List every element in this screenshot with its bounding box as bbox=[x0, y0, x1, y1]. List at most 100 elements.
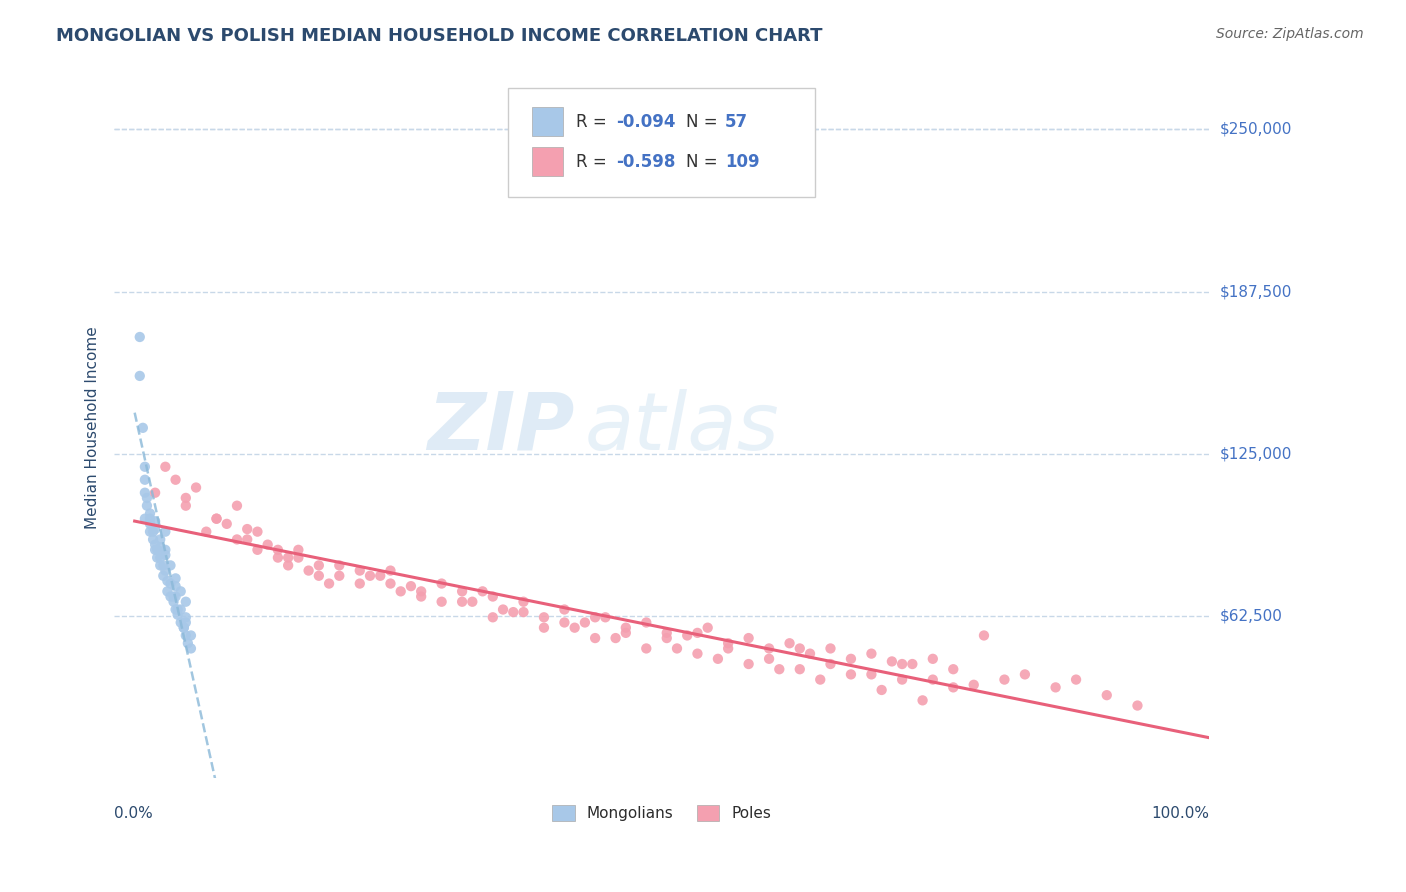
Point bbox=[758, 652, 780, 666]
Point bbox=[159, 558, 181, 573]
Point bbox=[134, 511, 156, 525]
Point bbox=[165, 473, 187, 487]
Point bbox=[901, 657, 924, 671]
Point bbox=[614, 621, 637, 635]
Point bbox=[707, 652, 730, 666]
Point bbox=[174, 491, 197, 505]
Point bbox=[143, 542, 166, 557]
Point bbox=[139, 507, 162, 521]
Point bbox=[921, 673, 943, 687]
Text: $125,000: $125,000 bbox=[1220, 446, 1292, 461]
Point bbox=[246, 542, 269, 557]
Point bbox=[1126, 698, 1149, 713]
Point bbox=[152, 568, 174, 582]
Text: N =: N = bbox=[686, 153, 723, 170]
Point bbox=[461, 595, 484, 609]
Point bbox=[583, 631, 606, 645]
Point bbox=[136, 491, 159, 505]
Point bbox=[267, 550, 290, 565]
Point bbox=[583, 610, 606, 624]
Point bbox=[779, 636, 801, 650]
Point bbox=[349, 576, 371, 591]
Text: $62,500: $62,500 bbox=[1220, 608, 1284, 624]
FancyBboxPatch shape bbox=[533, 147, 562, 177]
Point bbox=[177, 636, 200, 650]
Point bbox=[146, 542, 169, 557]
Text: Source: ZipAtlas.com: Source: ZipAtlas.com bbox=[1216, 27, 1364, 41]
Point bbox=[173, 621, 195, 635]
Point bbox=[595, 610, 617, 624]
Point bbox=[758, 641, 780, 656]
Point bbox=[359, 568, 381, 582]
Point bbox=[411, 590, 433, 604]
Point bbox=[142, 533, 165, 547]
Point bbox=[686, 626, 709, 640]
Point bbox=[614, 626, 637, 640]
Text: atlas: atlas bbox=[585, 389, 780, 467]
Point bbox=[789, 662, 811, 676]
Point bbox=[973, 628, 995, 642]
Point bbox=[152, 558, 174, 573]
Point bbox=[380, 576, 402, 591]
Point bbox=[166, 607, 188, 622]
Point bbox=[880, 655, 903, 669]
Point bbox=[205, 511, 228, 525]
Point bbox=[512, 605, 534, 619]
Point bbox=[1045, 681, 1067, 695]
Point bbox=[717, 636, 740, 650]
Point bbox=[155, 524, 177, 539]
Point bbox=[134, 485, 156, 500]
Text: $250,000: $250,000 bbox=[1220, 122, 1292, 136]
Point bbox=[128, 330, 150, 344]
Point bbox=[195, 524, 218, 539]
Point bbox=[666, 641, 689, 656]
Point bbox=[139, 516, 162, 531]
Point bbox=[860, 647, 883, 661]
Point bbox=[149, 558, 172, 573]
Text: 100.0%: 100.0% bbox=[1152, 806, 1209, 822]
Point bbox=[256, 538, 278, 552]
Point bbox=[165, 602, 187, 616]
Y-axis label: Median Household Income: Median Household Income bbox=[86, 326, 100, 529]
Point bbox=[149, 540, 172, 554]
Point bbox=[655, 626, 678, 640]
Text: 57: 57 bbox=[725, 112, 748, 130]
Point bbox=[156, 574, 179, 588]
Point bbox=[737, 657, 759, 671]
Point bbox=[165, 579, 187, 593]
Point bbox=[820, 657, 842, 671]
Point bbox=[502, 605, 524, 619]
Point bbox=[287, 550, 309, 565]
Point bbox=[170, 615, 193, 630]
Point bbox=[180, 628, 202, 642]
Point bbox=[174, 610, 197, 624]
Point bbox=[655, 631, 678, 645]
Point bbox=[159, 576, 181, 591]
Point bbox=[839, 667, 862, 681]
Text: 0.0%: 0.0% bbox=[114, 806, 153, 822]
Point bbox=[226, 499, 249, 513]
Point bbox=[166, 602, 188, 616]
Point bbox=[308, 568, 330, 582]
Point bbox=[430, 595, 453, 609]
Point bbox=[134, 473, 156, 487]
Point bbox=[686, 647, 709, 661]
Point bbox=[921, 652, 943, 666]
Point bbox=[184, 481, 207, 495]
Point bbox=[297, 564, 319, 578]
Point bbox=[636, 641, 658, 656]
Point bbox=[180, 641, 202, 656]
Point bbox=[1064, 673, 1087, 687]
Point bbox=[768, 662, 790, 676]
Point bbox=[205, 511, 228, 525]
Point bbox=[533, 621, 555, 635]
Text: -0.094: -0.094 bbox=[616, 112, 675, 130]
Point bbox=[146, 550, 169, 565]
Point bbox=[132, 19, 155, 33]
Text: R =: R = bbox=[576, 112, 612, 130]
Point bbox=[155, 564, 177, 578]
Point bbox=[174, 615, 197, 630]
Point bbox=[155, 542, 177, 557]
Point bbox=[236, 522, 259, 536]
Point bbox=[696, 621, 718, 635]
